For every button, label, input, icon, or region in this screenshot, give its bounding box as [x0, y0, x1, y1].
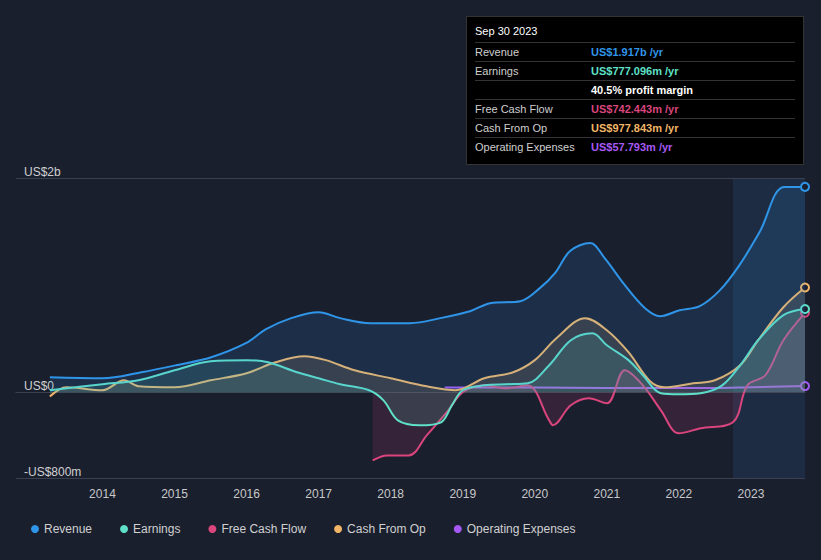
html-text:Operating Expenses: Operating Expenses: [475, 141, 575, 153]
svg-text:-US$800m: -US$800m: [24, 465, 81, 479]
html-text:US$1.917b /yr: US$1.917b /yr: [591, 46, 664, 58]
svg-text:2015: 2015: [161, 487, 188, 501]
svg-text:2022: 2022: [666, 487, 693, 501]
svg-text:2017: 2017: [305, 487, 332, 501]
svg-text:Earnings: Earnings: [133, 522, 180, 536]
svg-text:Operating Expenses: Operating Expenses: [467, 522, 576, 536]
svg-text:2018: 2018: [377, 487, 404, 501]
html-text:Sep 30 2023: Sep 30 2023: [475, 25, 538, 37]
html-text:US$777.096m /yr: US$777.096m /yr: [591, 65, 679, 77]
svg-text:2014: 2014: [89, 487, 116, 501]
html-text:Free Cash Flow: Free Cash Flow: [475, 103, 553, 115]
html-text:US$742.443m /yr: US$742.443m /yr: [591, 103, 679, 115]
svg-text:US$0: US$0: [24, 379, 54, 393]
svg-text:2021: 2021: [593, 487, 620, 501]
html-text:US$977.843m /yr: US$977.843m /yr: [591, 122, 679, 134]
html-text:40.5% profit margin: 40.5% profit margin: [591, 84, 694, 96]
svg-text:2016: 2016: [233, 487, 260, 501]
svg-text:Revenue: Revenue: [44, 522, 92, 536]
svg-text:Free Cash Flow: Free Cash Flow: [221, 522, 306, 536]
html-text:Revenue: Revenue: [475, 46, 519, 58]
html-text:Earnings: Earnings: [475, 65, 519, 77]
svg-text:2023: 2023: [738, 487, 765, 501]
svg-text:2019: 2019: [449, 487, 476, 501]
svg-text:US$2b: US$2b: [24, 165, 61, 179]
svg-text:2020: 2020: [521, 487, 548, 501]
html-text:US$57.793m /yr: US$57.793m /yr: [591, 141, 673, 153]
svg-text:Cash From Op: Cash From Op: [347, 522, 426, 536]
html-text:Cash From Op: Cash From Op: [475, 122, 548, 134]
